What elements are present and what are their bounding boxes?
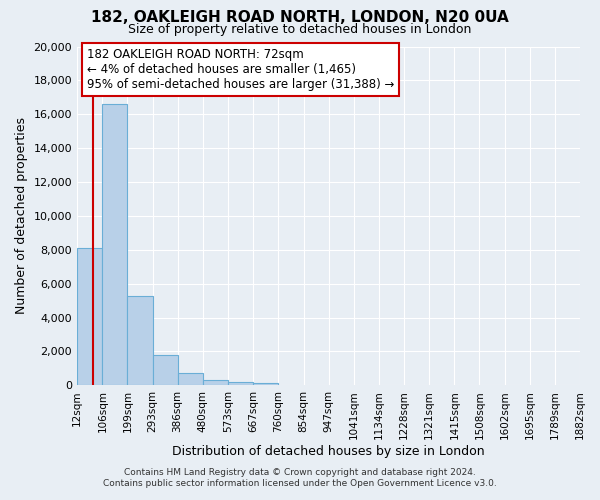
Bar (228, 382, 253, 386)
Bar (127, 296, 152, 386)
Bar (203, 380, 228, 386)
Bar (253, 383, 278, 386)
Text: 182, OAKLEIGH ROAD NORTH, LONDON, N20 0UA: 182, OAKLEIGH ROAD NORTH, LONDON, N20 0U… (91, 10, 509, 25)
Bar (103, 104, 127, 386)
X-axis label: Distribution of detached houses by size in London: Distribution of detached houses by size … (172, 444, 485, 458)
Y-axis label: Number of detached properties: Number of detached properties (15, 118, 28, 314)
Text: Contains HM Land Registry data © Crown copyright and database right 2024.
Contai: Contains HM Land Registry data © Crown c… (103, 468, 497, 487)
Bar (152, 355, 178, 386)
Bar (77, 248, 103, 386)
Text: 182 OAKLEIGH ROAD NORTH: 72sqm
← 4% of detached houses are smaller (1,465)
95% o: 182 OAKLEIGH ROAD NORTH: 72sqm ← 4% of d… (87, 48, 394, 91)
Text: Size of property relative to detached houses in London: Size of property relative to detached ho… (128, 22, 472, 36)
Bar (178, 374, 203, 386)
